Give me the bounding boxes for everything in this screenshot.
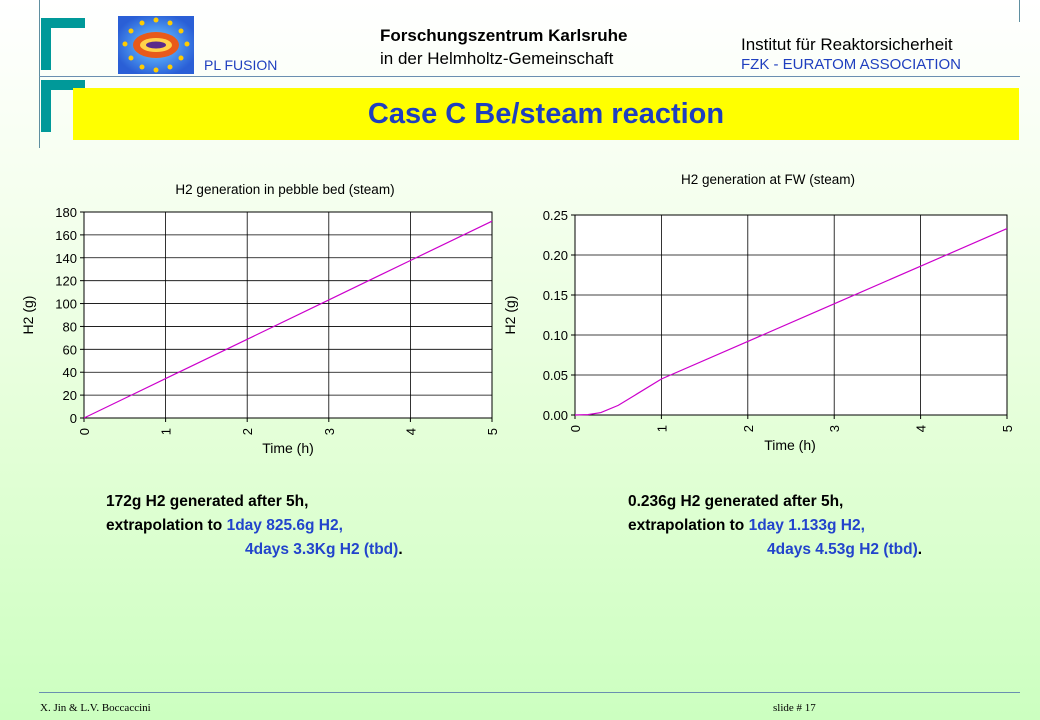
pb-tick-label-y: 140 <box>55 251 77 266</box>
pb-tick-label-x: 0 <box>77 428 92 435</box>
guide-vertical-right <box>1019 0 1020 22</box>
note-first-wall: 0.236g H2 generated after 5h, extrapolat… <box>628 490 922 562</box>
pb-tick-label-x: 3 <box>322 428 337 435</box>
fw-y-axis-label: H2 (g) <box>502 296 518 335</box>
fw-tick-label-x: 5 <box>1000 425 1015 432</box>
note-text: . <box>917 541 923 558</box>
fw-x-axis-label: Time (h) <box>764 437 816 453</box>
pb-tick-label-x: 1 <box>159 428 174 435</box>
corner-bar-bottom-vertical <box>41 80 51 132</box>
pl-fusion-logo <box>118 16 194 74</box>
fw-tick-label-x: 3 <box>827 425 842 432</box>
pb-tick-label-x: 4 <box>403 428 418 435</box>
pb-tick-label-y: 160 <box>55 228 77 243</box>
pb-series-line <box>83 220 493 419</box>
pb-tick-label-x: 5 <box>485 428 500 435</box>
fw-tick-label-x: 4 <box>914 425 929 432</box>
footer-author: X. Jin & L.V. Boccaccini <box>40 702 151 714</box>
pb-tick-label-y: 180 <box>55 205 77 220</box>
pb-x-axis-label: Time (h) <box>262 440 314 456</box>
note-highlight: 4days 3.3Kg H2 (tbd) <box>245 541 399 558</box>
pb-tick-label-y: 80 <box>63 319 77 334</box>
note-text: . <box>398 541 403 558</box>
note-line-extrapolation: extrapolation to 1day 1.133g H2, <box>628 514 922 538</box>
note-highlight: 4days 4.53g H2 (tbd) <box>767 541 918 558</box>
note-text: extrapolation to <box>628 517 749 534</box>
fw-tick-label-y: 0.10 <box>543 328 568 343</box>
guide-vertical-left <box>39 0 40 148</box>
corner-bar-bottom-horizontal <box>41 80 85 90</box>
institution-name: Forschungszentrum Karlsruhe <box>380 26 628 45</box>
fw-tick-label-y: 0.20 <box>543 248 568 263</box>
note-text: extrapolation to <box>106 517 227 534</box>
note-line: 172g H2 generated after 5h, <box>106 493 309 510</box>
pb-tick-label-y: 60 <box>63 342 77 357</box>
pb-plot-area <box>83 211 493 419</box>
pb-tick-label-y: 120 <box>55 274 77 289</box>
pb-tick-label-y: 0 <box>70 411 77 426</box>
association-name: FZK - EURATOM ASSOCIATION <box>741 56 962 73</box>
note-highlight: 1day 825.6g H2, <box>226 517 343 534</box>
fw-tick-label-x: 1 <box>654 425 669 432</box>
pb-tick-label-y: 20 <box>63 388 77 403</box>
slide-title: Case C Be/steam reaction <box>367 97 725 130</box>
fw-tick-label-y: 0.00 <box>543 408 568 423</box>
corner-bar-top-vertical <box>41 18 51 70</box>
fw-tick-label-x: 2 <box>741 425 756 432</box>
header-divider <box>39 76 1020 77</box>
fw-plot-area <box>574 214 1008 416</box>
fw-tick-label-y: 0.05 <box>543 368 568 383</box>
fw-tick-label-y: 0.15 <box>543 288 568 303</box>
fw-tick-label-x: 0 <box>568 425 583 432</box>
pb-y-axis-label: H2 (g) <box>20 296 36 335</box>
pb-chart-title: H2 generation in pebble bed (steam) <box>175 182 394 197</box>
note-line-extrapolation: extrapolation to 1day 825.6g H2, <box>106 514 403 538</box>
fw-chart-title: H2 generation at FW (steam) <box>681 172 855 187</box>
institute-name: Institut für Reaktorsicherheit <box>741 35 953 54</box>
corner-bar-top-horizontal <box>41 18 85 28</box>
note-highlight: 1day 1.133g H2, <box>748 517 865 534</box>
pb-tick-label-x: 2 <box>240 428 255 435</box>
pb-tick-label-y: 100 <box>55 297 77 312</box>
pb-tick-label-y: 40 <box>63 365 77 380</box>
fw-series-line <box>574 228 1008 416</box>
note-line: 0.236g H2 generated after 5h, <box>628 493 844 510</box>
title-band: Case C Be/steam reaction <box>73 88 1019 140</box>
note-pebble-bed: 172g H2 generated after 5h, extrapolatio… <box>106 490 403 562</box>
footer-slide-number: slide # 17 <box>773 702 816 714</box>
note-line-4days: 4days 4.53g H2 (tbd). <box>628 538 922 562</box>
footer-divider <box>39 692 1020 693</box>
logo-caption: PL FUSION <box>204 57 278 73</box>
note-line-4days: 4days 3.3Kg H2 (tbd). <box>106 538 403 562</box>
institution-affiliation: in der Helmholtz-Gemeinschaft <box>380 49 614 68</box>
fw-tick-label-y: 0.25 <box>543 208 568 223</box>
